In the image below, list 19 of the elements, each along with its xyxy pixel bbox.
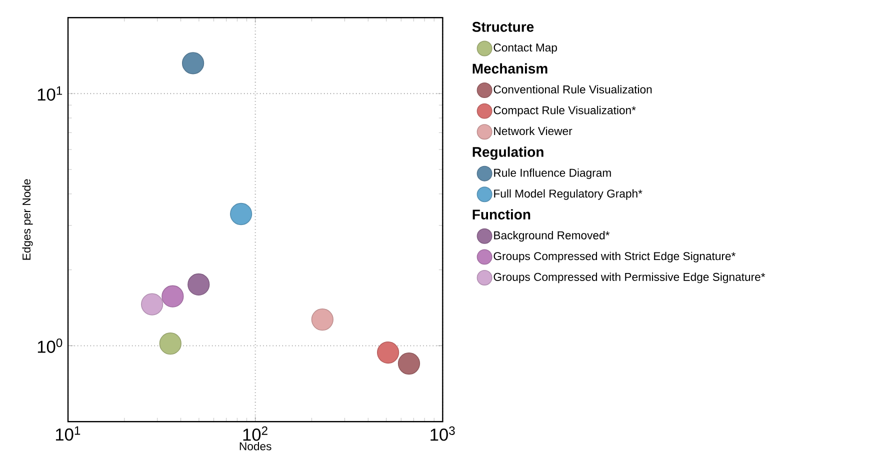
x-axis-title: Nodes — [240, 442, 272, 450]
legend-label: Groups Compressed with Strict Edge Signature* — [494, 252, 736, 262]
legend-label: Background Removed* — [494, 231, 610, 242]
text: Regulation — [472, 146, 544, 160]
text: Mechanism — [472, 63, 548, 74]
x-tick-label: 10$^{1}$ — [56, 426, 80, 441]
legend-label: Rule Influence Diagram — [494, 168, 611, 180]
y-tick-label: 10$^{0}$ — [38, 338, 62, 353]
text: Structure — [472, 22, 534, 32]
legend-label: Network Viewer — [494, 126, 572, 136]
text: Function — [472, 209, 530, 220]
legend-label: Contact Map — [494, 44, 557, 54]
legend-label: Groups Compressed with Permissive Edge Signature* — [494, 272, 766, 284]
legend-label: Full Model Regulatory Graph* — [494, 189, 642, 200]
x-tick-label: 10$^{2}$ — [243, 426, 268, 441]
legend-label: Compact Rule Visualization* — [494, 106, 636, 116]
x-tick-label: 10$^{3}$ — [430, 426, 455, 441]
y-axis-title: Edges per Node — [22, 179, 33, 260]
legend-label: Conventional Rule Visualization — [494, 85, 652, 94]
